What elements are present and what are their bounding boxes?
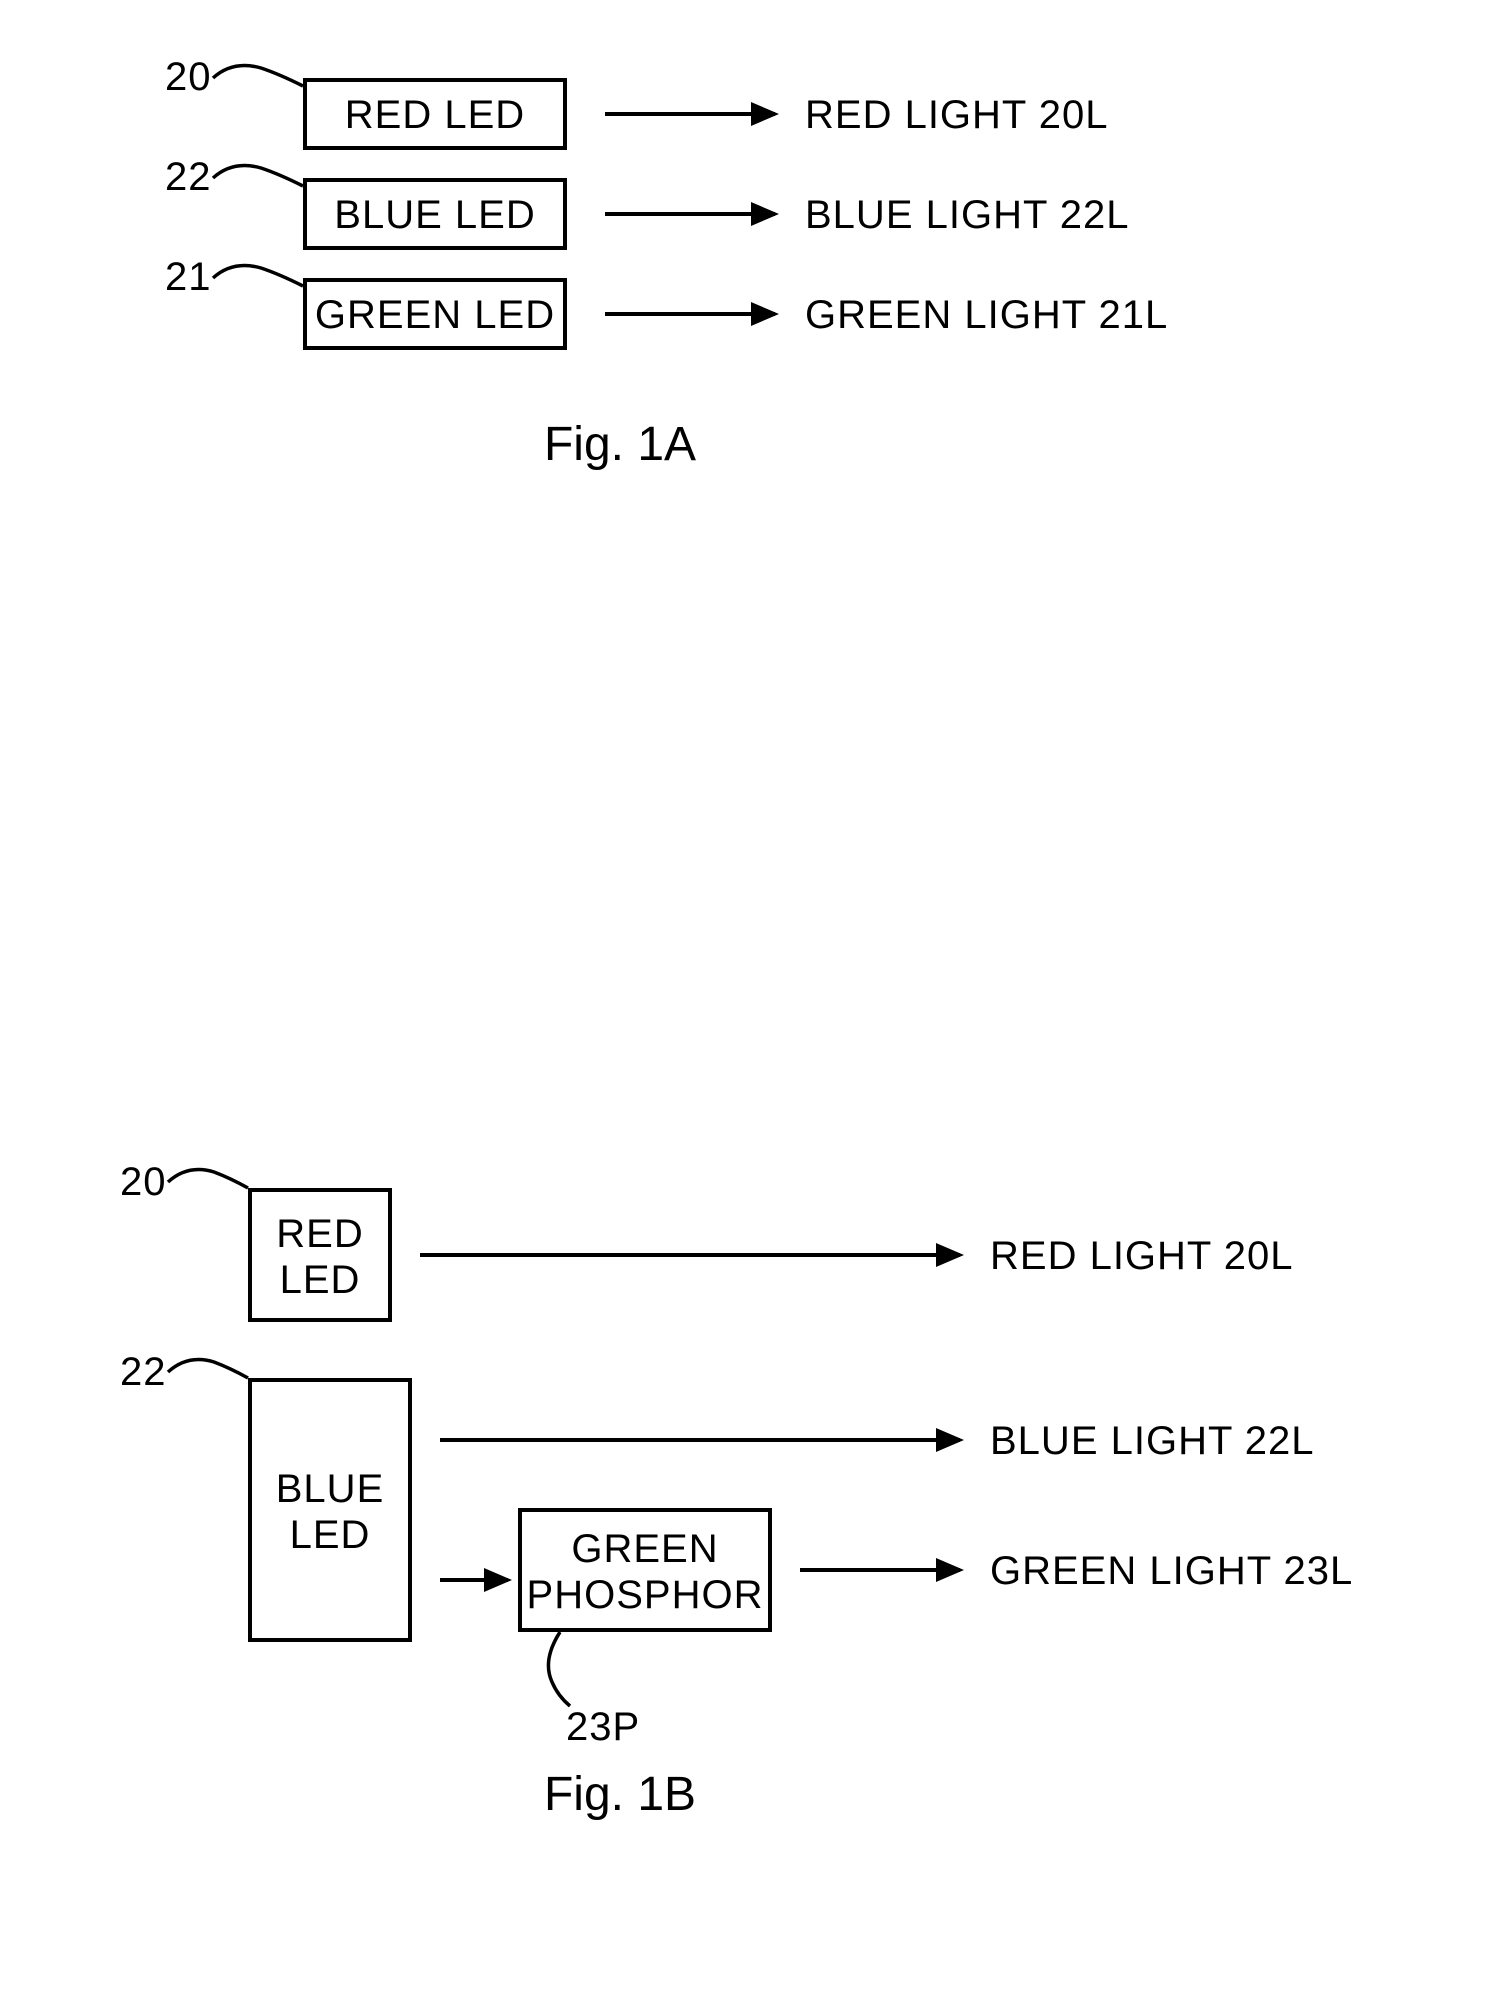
fig1b-ref-23p: 23P (566, 1705, 640, 1749)
fig1b-lead-20 (168, 1170, 248, 1188)
fig1a-red-output: RED LIGHT 20L (805, 93, 1109, 137)
fig1b-lead-22 (168, 1360, 248, 1378)
fig1b-blue-led-label-2: LED (290, 1513, 371, 1557)
diagram-svg: 20 RED LED RED LIGHT 20L 22 BLUE LED BLU… (0, 0, 1502, 2010)
fig1a-ref-22: 22 (165, 155, 212, 199)
fig1b-ref-22: 22 (120, 1350, 167, 1394)
fig1b-red-led-label-1: RED (276, 1212, 363, 1256)
fig1b-red-output: RED LIGHT 20L (990, 1234, 1294, 1278)
fig1a-lead-20 (213, 66, 303, 86)
fig1a-blue-led-label: BLUE LED (334, 193, 535, 237)
fig1a-green-output: GREEN LIGHT 21L (805, 293, 1168, 337)
fig1a-red-led-label: RED LED (345, 93, 525, 137)
fig1b-blue-output: BLUE LIGHT 22L (990, 1419, 1315, 1463)
page: 20 RED LED RED LIGHT 20L 22 BLUE LED BLU… (0, 0, 1502, 2010)
fig1b-caption: Fig. 1B (544, 1768, 696, 1821)
fig1b-green-phosphor-label-1: GREEN (571, 1527, 718, 1571)
fig1a-ref-20: 20 (165, 55, 212, 99)
fig1a-green-led-label: GREEN LED (315, 293, 555, 337)
fig1a-lead-21 (213, 266, 303, 286)
fig1b-green-phosphor-label-2: PHOSPHOR (527, 1573, 764, 1617)
fig1b-ref-20: 20 (120, 1160, 167, 1204)
fig1a-ref-21: 21 (165, 255, 212, 299)
fig1a-caption: Fig. 1A (544, 418, 696, 471)
fig1b-red-led-label-2: LED (280, 1258, 361, 1302)
fig1a-lead-22 (213, 166, 303, 186)
fig1b-lead-23p (548, 1632, 570, 1706)
fig1b-blue-led-label-1: BLUE (276, 1467, 385, 1511)
fig1a-blue-output: BLUE LIGHT 22L (805, 193, 1130, 237)
fig1b-green-output: GREEN LIGHT 23L (990, 1549, 1353, 1593)
